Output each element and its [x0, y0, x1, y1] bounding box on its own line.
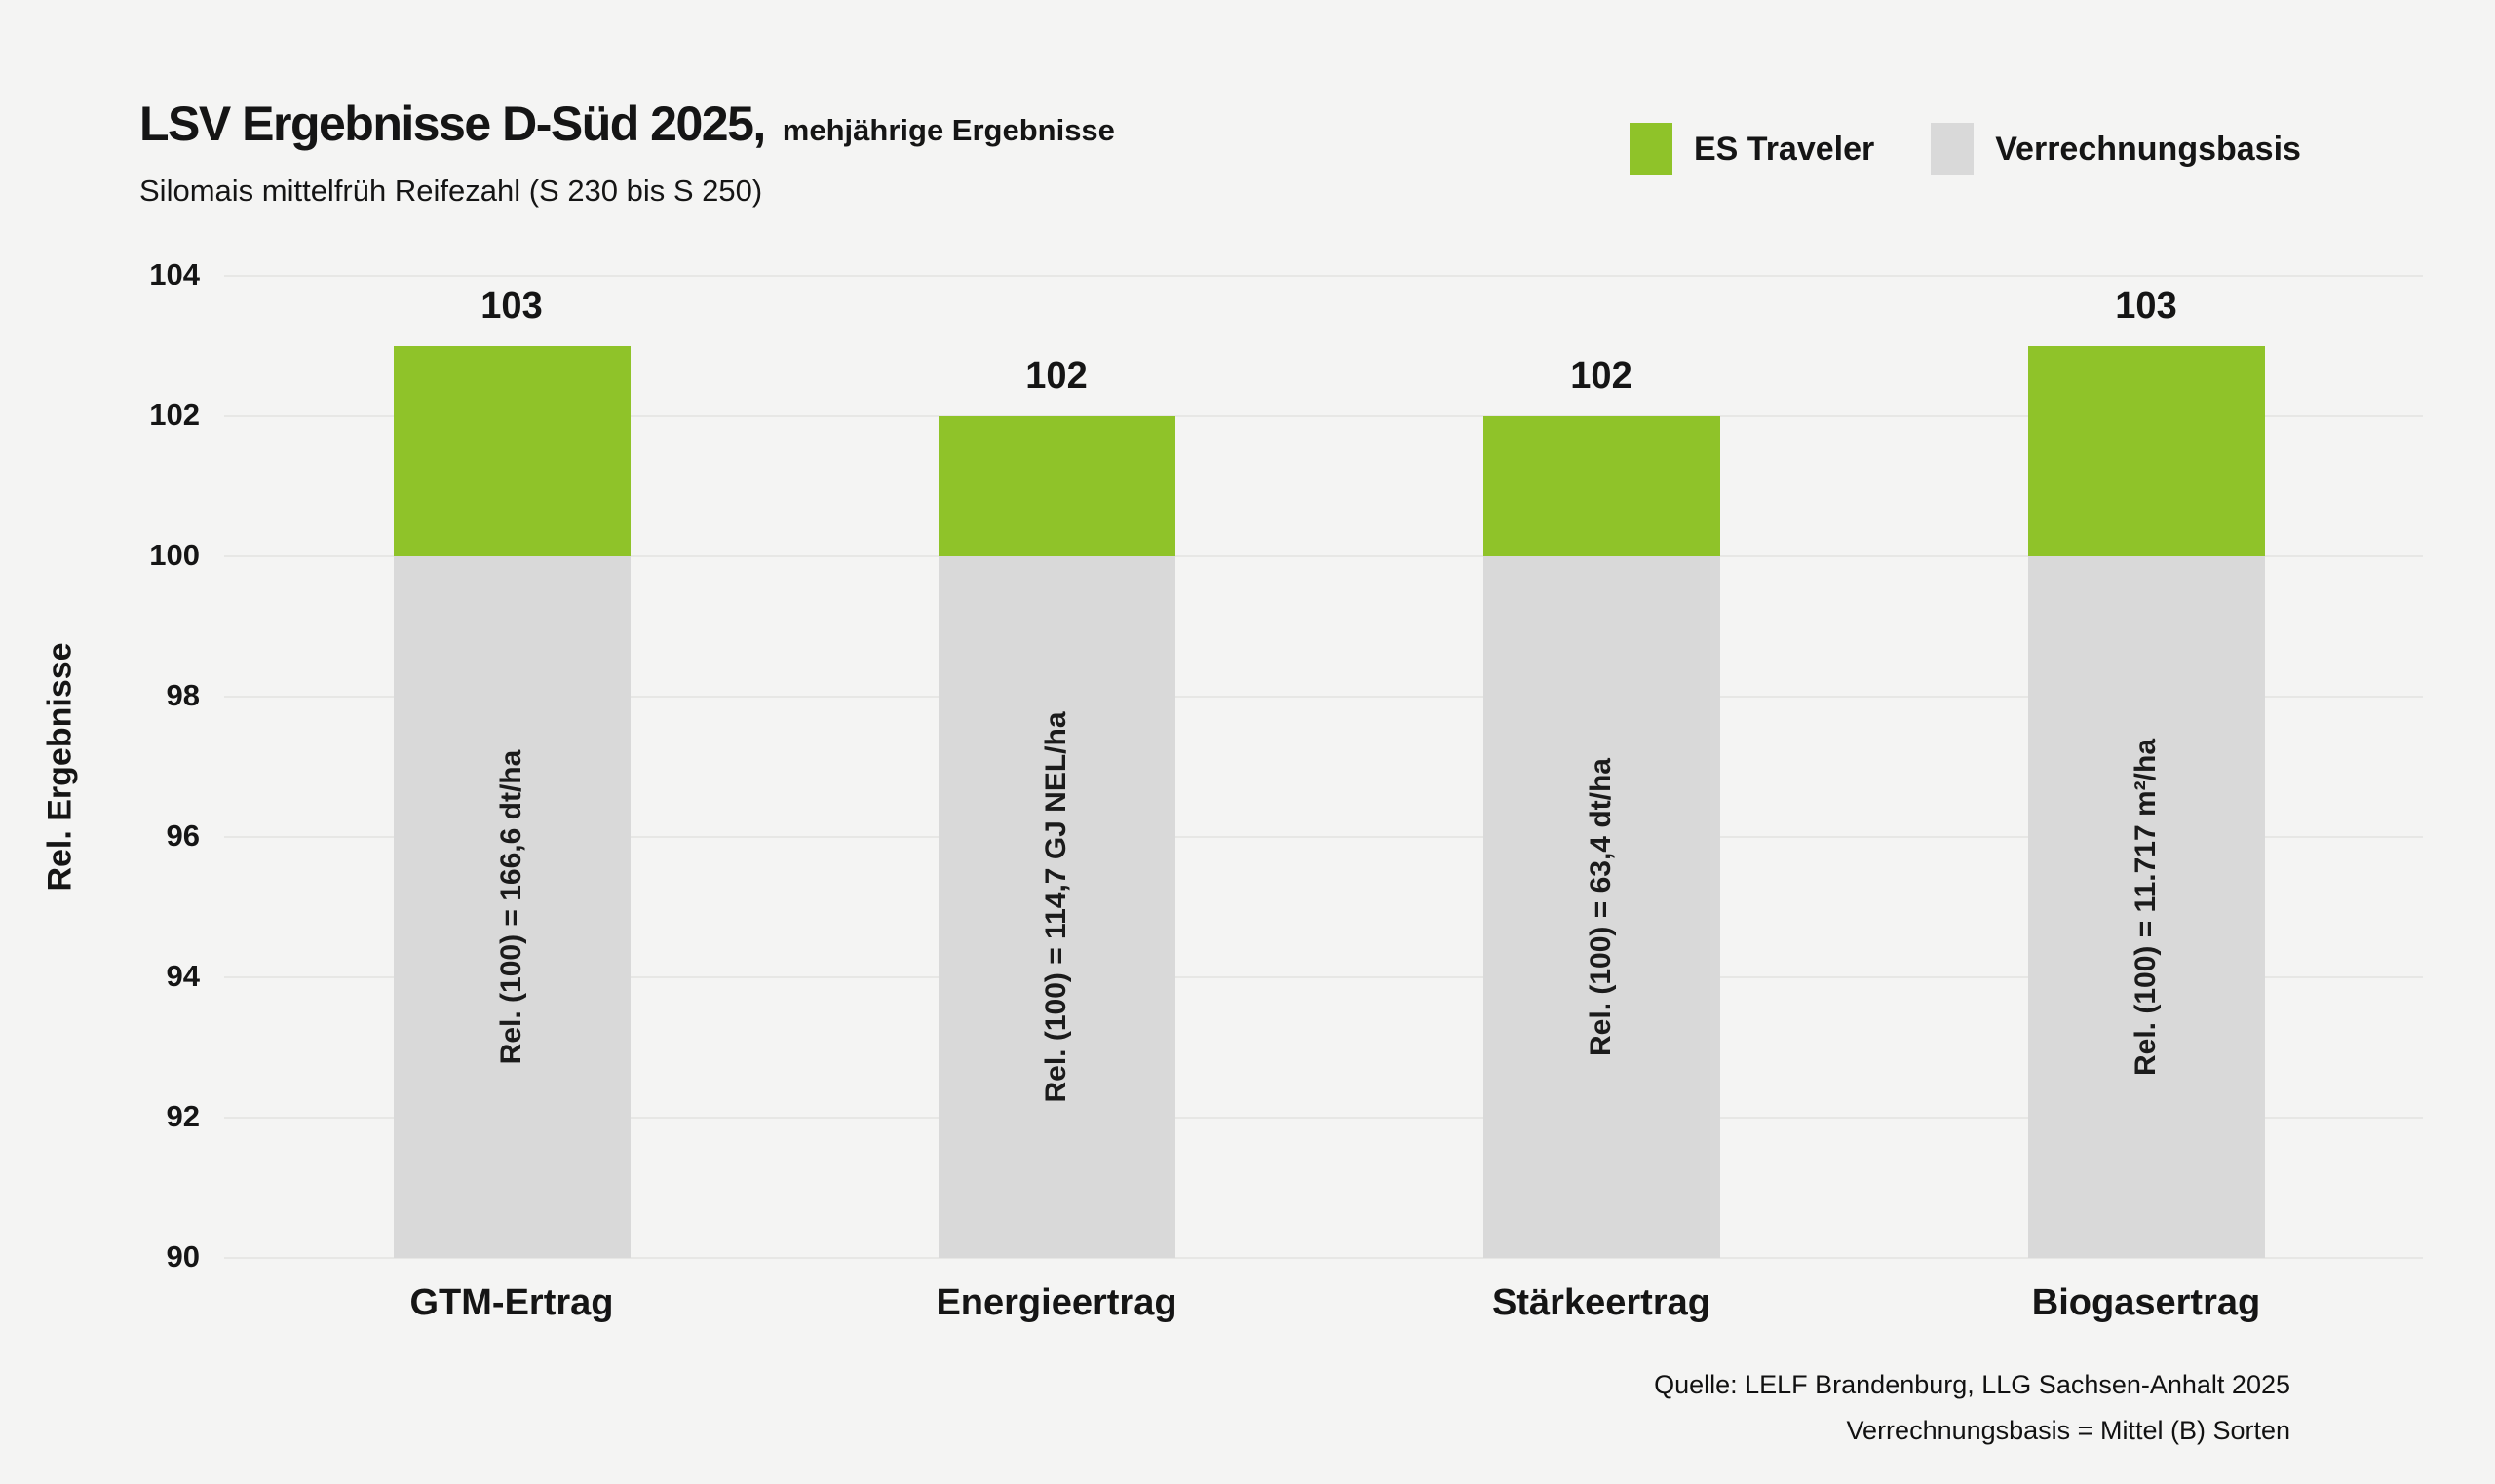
bar-group: 102 Rel. (100) = 114,7 GJ NEL/ha	[938, 276, 1175, 1258]
category-label: Energieertrag	[936, 1282, 1177, 1323]
category-label: GTM-Ertrag	[409, 1282, 614, 1323]
page-title-suffix: mehjährige Ergebnisse	[782, 113, 1115, 147]
gridline	[224, 1257, 2423, 1259]
bar-segment-verrechnungsbasis	[2027, 556, 2265, 1258]
bar-segment-es-traveler	[1482, 416, 1720, 556]
bar-annotation: Rel. (100) = 114,7 GJ NEL/ha	[1040, 711, 1072, 1103]
legend-label: Verrechnungsbasis	[1995, 130, 2301, 168]
bar-value-label: 103	[2115, 285, 2177, 326]
gridline	[224, 976, 2423, 978]
bar-annotation: Rel. (100) = 11.717 m²/ha	[2130, 738, 2162, 1077]
y-tick-label: 98	[166, 678, 200, 712]
y-axis-title: Rel. Ergebnisse	[41, 642, 79, 892]
page-title: LSV Ergebnisse D-Süd 2025,	[139, 96, 766, 151]
bar-annotation: Rel. (100) = 63,4 dt/ha	[1585, 758, 1617, 1056]
legend-swatch-green	[1630, 123, 1672, 175]
y-tick-label: 90	[166, 1239, 200, 1274]
bar-value-label: 102	[1570, 356, 1632, 397]
bar-segment-es-traveler	[2027, 346, 2265, 556]
bar-segment-es-traveler	[393, 346, 631, 556]
bar-segment-verrechnungsbasis	[1482, 556, 1720, 1258]
y-tick-label: 92	[166, 1099, 200, 1133]
category-label: Stärkeertrag	[1492, 1282, 1710, 1323]
gridline	[224, 1117, 2423, 1119]
bar-segment-es-traveler	[938, 416, 1175, 556]
bar-segment-verrechnungsbasis	[393, 556, 631, 1258]
gridline	[224, 415, 2423, 417]
bar-group: 103 Rel. (100) = 11.717 m²/ha	[2027, 276, 2265, 1258]
header: LSV Ergebnisse D-Süd 2025, mehjährige Er…	[139, 95, 1115, 152]
chart-subtitle: Silomais mittelfrüh Reifezahl (S 230 bis…	[139, 173, 763, 208]
legend-label: ES Traveler	[1694, 130, 1875, 168]
bar-annotation: Rel. (100) = 166,6 dt/ha	[495, 749, 527, 1065]
gridline	[224, 555, 2423, 557]
gridline	[224, 275, 2423, 277]
y-tick-label: 100	[149, 538, 200, 572]
gridline	[224, 836, 2423, 838]
basis-note: Verrechnungsbasis = Mittel (B) Sorten	[1846, 1416, 2290, 1445]
legend-item-verrechnungsbasis: Verrechnungsbasis	[1931, 123, 2301, 175]
gridline	[224, 696, 2423, 698]
bar-value-label: 103	[480, 285, 543, 326]
plot-area: 103 Rel. (100) = 166,6 dt/ha 102 Rel. (100)…	[224, 275, 2423, 1259]
legend-swatch-gray	[1931, 123, 1975, 175]
legend: ES Traveler Verrechnungsbasis	[1630, 123, 2301, 175]
y-tick-label: 102	[149, 398, 200, 432]
category-label: Biogasertrag	[2031, 1282, 2261, 1323]
y-tick-label: 96	[166, 818, 200, 853]
legend-item-es-traveler: ES Traveler	[1630, 123, 1874, 175]
bar-group: 102 Rel. (100) = 63,4 dt/ha	[1482, 276, 1720, 1258]
source-note: Quelle: LELF Brandenburg, LLG Sachsen-An…	[1654, 1370, 2290, 1399]
y-tick-label: 94	[166, 959, 200, 993]
bar-value-label: 102	[1025, 356, 1088, 397]
bar-group: 103 Rel. (100) = 166,6 dt/ha	[393, 276, 631, 1258]
y-tick-label: 104	[149, 257, 200, 291]
footer: Quelle: LELF Brandenburg, LLG Sachsen-An…	[1654, 1362, 2290, 1454]
bar-segment-verrechnungsbasis	[938, 556, 1175, 1258]
